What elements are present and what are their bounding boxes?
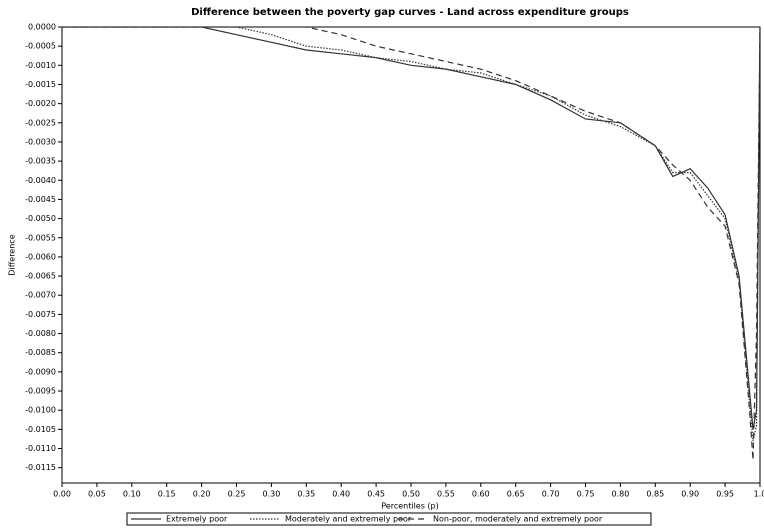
x-tick-label: 0.25 [228,490,246,499]
x-tick-label: 0.95 [716,490,734,499]
y-tick-label: -0.0110 [25,444,56,453]
chart-title: Difference between the poverty gap curve… [191,7,629,18]
x-tick-label: 0.45 [367,490,385,499]
legend-label: Non-poor, moderately and extremely poor [433,515,603,524]
x-tick-label: 0.10 [123,490,141,499]
x-tick-label: 0.85 [646,490,664,499]
x-tick-label: 0.40 [332,490,350,499]
y-tick-label: -0.0020 [25,99,56,108]
legend-label: Moderately and extremely poor [285,515,412,524]
x-tick-label: 0.35 [297,490,315,499]
x-tick-label: 0.60 [472,490,490,499]
x-tick-label: 0.65 [507,490,525,499]
y-tick-label: -0.0030 [25,137,56,146]
legend-label: Extremely poor [166,515,228,524]
x-tick-label: 0.15 [158,490,176,499]
y-tick-label: -0.0040 [25,176,56,185]
y-tick-label: -0.0015 [25,80,56,89]
y-tick-label: -0.0010 [25,61,56,70]
y-tick-label: -0.0045 [25,195,56,204]
y-tick-label: -0.0100 [25,406,56,415]
x-tick-label: 0.70 [542,490,560,499]
x-axis-label: Percentiles (p) [381,502,439,511]
x-tick-label: 0.05 [88,490,106,499]
x-tick-label: 1.0 [754,490,764,499]
y-tick-label: -0.0065 [25,272,56,281]
legend-box [126,512,652,526]
plot-frame [61,26,761,484]
y-tick-label: -0.0055 [25,233,56,242]
x-tick-label: 0.00 [53,490,71,499]
y-axis-label: Difference [8,234,17,275]
x-tick-label: 0.20 [193,490,211,499]
y-tick-label: -0.0070 [25,291,56,300]
series-line [62,27,760,461]
y-tick-label: -0.0075 [25,310,56,319]
y-tick-label: -0.0115 [25,463,56,472]
y-tick-label: 0.0000 [28,23,56,32]
y-tick-label: -0.0090 [25,367,56,376]
y-tick-label: -0.0005 [25,42,56,51]
y-tick-label: -0.0050 [25,214,56,223]
y-tick-label: -0.0060 [25,252,56,261]
x-tick-label: 0.50 [402,490,420,499]
y-tick-label: -0.0035 [25,157,56,166]
y-tick-label: -0.0105 [25,425,56,434]
x-tick-label: 0.30 [262,490,280,499]
x-tick-label: 0.80 [611,490,629,499]
x-tick-label: 0.90 [681,490,699,499]
y-tick-label: -0.0095 [25,387,56,396]
series-line [62,27,760,441]
y-tick-label: -0.0085 [25,348,56,357]
y-tick-label: -0.0025 [25,118,56,127]
series-line [62,27,760,430]
x-tick-label: 0.75 [577,490,595,499]
x-tick-label: 0.55 [437,490,455,499]
y-tick-label: -0.0080 [25,329,56,338]
